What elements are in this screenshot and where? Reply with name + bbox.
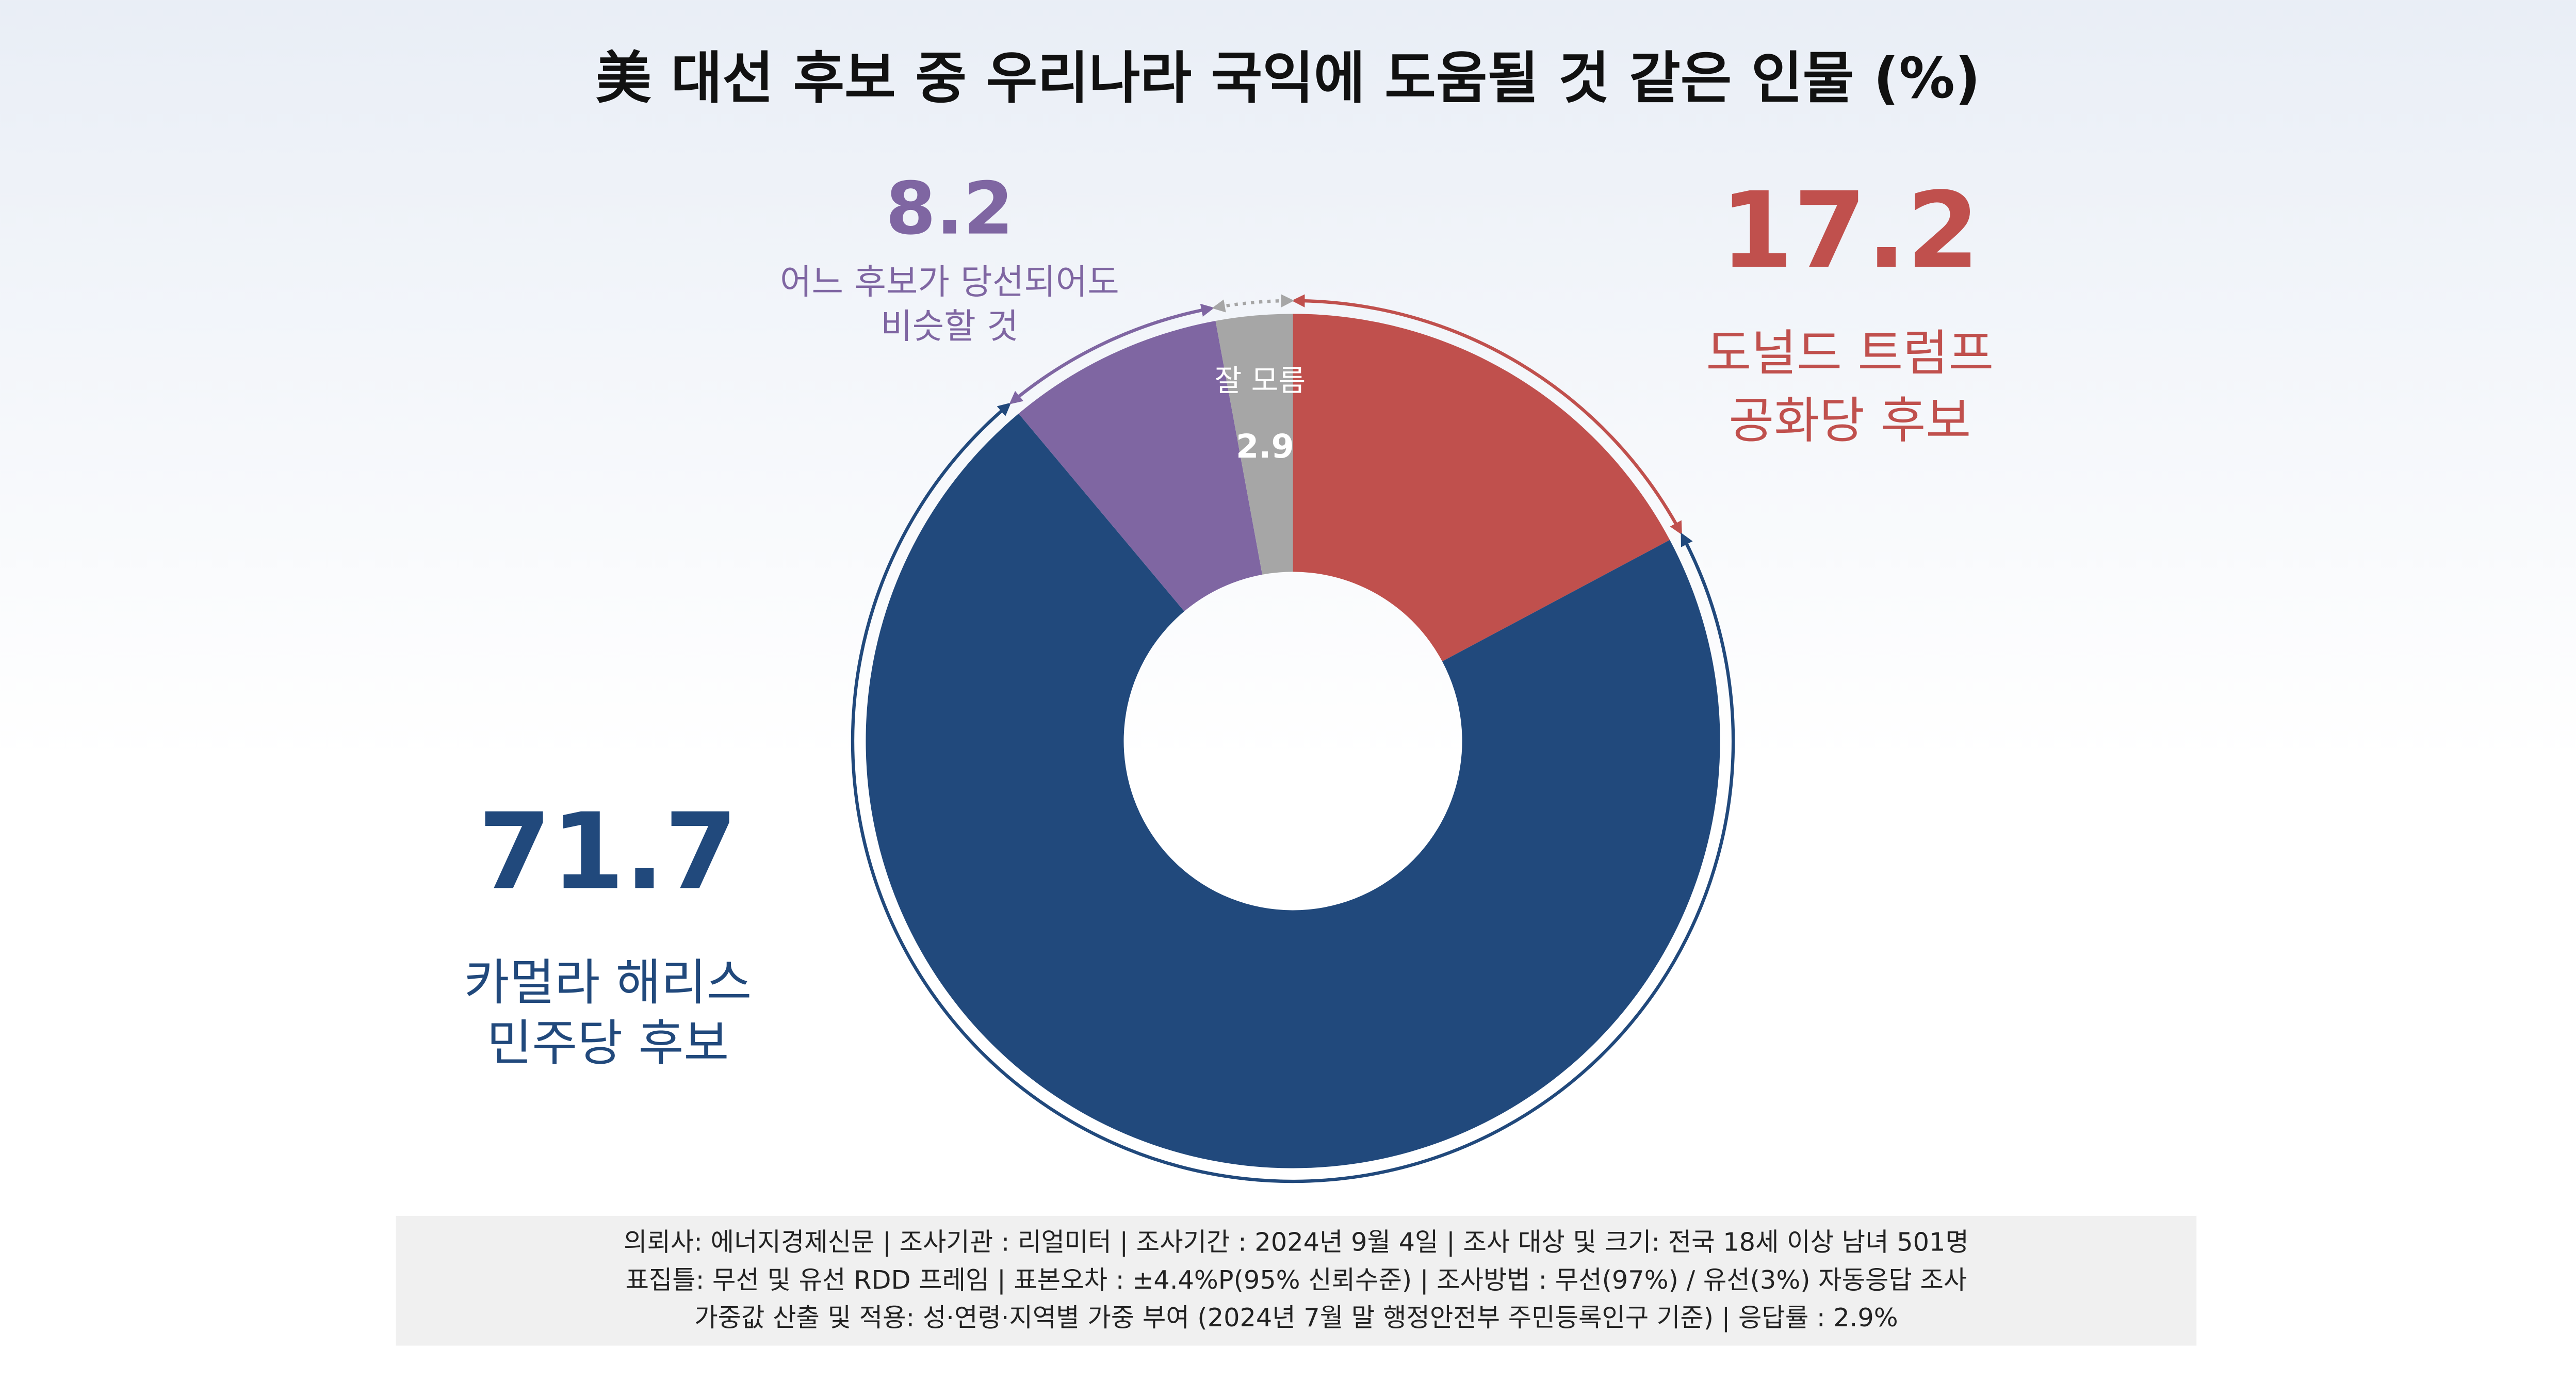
footnote: 표집틀: 무선 및 유선 RDD 프레임 | 표본오차 : ±4.4%P(95%… (625, 1265, 1967, 1295)
footnote: 가중값 산출 및 적용: 성·연령·지역별 가중 부여 (2024년 7월 말 … (694, 1303, 1898, 1333)
range-arrow (1009, 303, 1215, 404)
range-arrow (1212, 294, 1295, 313)
category-label: 어느 후보가 당선되어도 (780, 262, 1119, 302)
category-label: 잘 모름 (1215, 364, 1306, 398)
category-label: 공화당 후보 (1729, 392, 1971, 449)
category-label: 도널드 트럼프 (1706, 324, 1994, 382)
value-label: 2.9 (1236, 428, 1294, 466)
category-label: 민주당 후보 (487, 1014, 729, 1072)
footnote: 의뢰사: 에너지경제신문 | 조사기관 : 리얼미터 | 조사기간 : 2024… (624, 1227, 1969, 1257)
chart-title: 美 대선 후보 중 우리나라 국익에 도움될 것 같은 인물 (%) (596, 45, 1981, 111)
donut-slice (1215, 314, 1293, 575)
value-label: 8.2 (886, 167, 1014, 251)
footnote-box (396, 1215, 2197, 1346)
range-arrow (851, 402, 1735, 1183)
value-label: 71.7 (478, 791, 738, 913)
value-label: 17.2 (1720, 170, 1980, 292)
category-label: 카멀라 해리스 (464, 953, 752, 1011)
category-label: 비슷할 것 (881, 306, 1018, 347)
donut-slice (866, 413, 1720, 1168)
